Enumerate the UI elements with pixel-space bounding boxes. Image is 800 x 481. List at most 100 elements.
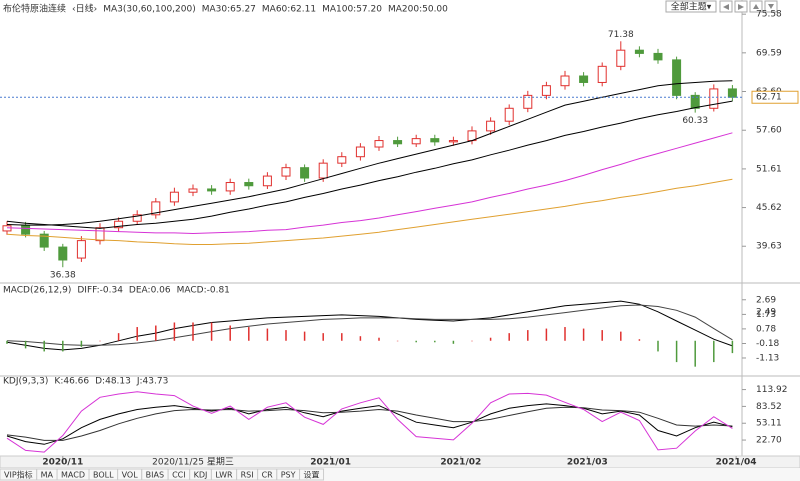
y-tick-label: 83.52 <box>756 402 782 412</box>
macd-bar <box>229 325 231 341</box>
ma-line <box>6 178 733 245</box>
macd-bar <box>471 340 473 342</box>
ma-line <box>6 132 733 235</box>
legend-entry: MA3(30,60,100,200) <box>103 5 196 15</box>
candle-body <box>39 233 49 248</box>
y-tick-label: 57.60 <box>756 126 782 136</box>
y-tick-label: -1.13 <box>756 353 779 363</box>
macd-bar <box>415 340 417 343</box>
tab-label[interactable]: VOL <box>122 471 139 480</box>
legend-entry: D:48.13 <box>95 377 131 387</box>
tab-label[interactable]: CR <box>262 471 274 480</box>
legend-entry: MA200:50.00 <box>388 5 448 15</box>
candle-body <box>523 94 533 109</box>
y-tick-label: 75.58 <box>756 10 782 20</box>
macd-bar <box>6 340 8 344</box>
tab-label[interactable]: VIP指标 <box>4 470 33 480</box>
candle-body <box>76 240 86 259</box>
macd-bar <box>489 337 492 341</box>
low-label: 60.33 <box>682 116 708 126</box>
candle-body <box>300 167 310 179</box>
legend-entry: K:46.66 <box>54 377 89 387</box>
tab-label[interactable]: MA <box>41 471 54 480</box>
candle-body <box>132 214 142 222</box>
candle-body <box>579 75 589 83</box>
macd-bar <box>210 322 213 341</box>
candle-body <box>262 175 272 187</box>
tab-label[interactable]: MACD <box>61 471 85 480</box>
legend-entry: MA100:57.20 <box>322 5 382 15</box>
kdj-line <box>6 391 733 453</box>
macd-bar <box>434 340 436 343</box>
macd-bar <box>731 340 734 354</box>
macd-bar <box>341 333 343 341</box>
macd-bar <box>248 327 250 341</box>
icon <box>768 4 774 9</box>
candle-body <box>244 182 254 187</box>
macd-bar <box>43 340 45 352</box>
legend-entry: MA60:62.11 <box>262 5 316 15</box>
macd-bar <box>582 328 585 341</box>
theme-button-label[interactable]: 全部主题▾ <box>671 1 712 13</box>
y-tick-label: 53.11 <box>756 419 782 429</box>
candle-body <box>672 59 682 96</box>
tab-label[interactable]: BOLL <box>93 471 114 480</box>
candle-body <box>634 49 644 54</box>
macd-bar <box>80 340 83 347</box>
y-tick-label: 45.62 <box>756 203 782 213</box>
kdj-line <box>6 406 733 441</box>
candle-body <box>58 246 68 261</box>
tab-label[interactable]: 设置 <box>304 470 320 480</box>
y-tick-label: 0.78 <box>756 324 776 334</box>
icon <box>738 4 744 10</box>
y-tick-label: 2.69 <box>756 295 776 305</box>
macd-bar <box>136 327 138 341</box>
macd-bar <box>545 328 548 341</box>
y-tick-label: -0.18 <box>756 339 780 349</box>
candle-body <box>2 225 12 232</box>
tab-label[interactable]: LWR <box>215 471 233 480</box>
macd-bar <box>303 331 306 341</box>
candle-body <box>448 140 458 143</box>
tab-label[interactable]: CCI <box>172 471 186 480</box>
candle-body <box>486 120 496 132</box>
x-tick-label: 2021/03 <box>567 458 608 468</box>
candle-body <box>169 191 179 203</box>
legend-entry: MACD:-0.81 <box>177 286 230 296</box>
candle-body <box>374 140 384 148</box>
y-tick-label: 1.73 <box>756 310 776 320</box>
theme-button[interactable] <box>665 0 717 13</box>
tab-label[interactable]: PSY <box>281 471 296 480</box>
candle-body <box>21 225 31 235</box>
tab[interactable] <box>299 468 325 481</box>
macd-line <box>6 304 733 346</box>
candle-body <box>690 94 700 109</box>
candle-body <box>207 188 217 192</box>
candle-body <box>560 75 570 87</box>
macd-bar <box>638 339 641 341</box>
macd-bar <box>24 340 27 349</box>
macd-bar <box>173 322 176 341</box>
macd-bar <box>657 340 659 352</box>
legend-entry: ‹日线› <box>72 3 97 15</box>
x-tick-label: 2021/02 <box>440 458 481 468</box>
legend-entry: J:43.73 <box>136 377 168 387</box>
candle-body <box>337 156 347 164</box>
date-axis <box>0 455 800 469</box>
y-tick-label: 113.92 <box>756 385 788 395</box>
candle-body <box>541 85 551 96</box>
macd-bar <box>155 325 157 341</box>
legend-entry: MACD(26,12,9) <box>3 286 71 296</box>
macd-bar <box>564 327 566 341</box>
y-tick-label: 22.70 <box>756 436 782 446</box>
cursor-label: 2020/11/25 星期三 <box>152 457 234 468</box>
macd-bar <box>359 336 362 341</box>
tab-label[interactable]: BIAS <box>146 471 164 480</box>
tab-label[interactable]: KDJ <box>194 471 208 480</box>
candle-body <box>709 88 719 109</box>
tab-label[interactable]: RSI <box>241 471 254 480</box>
macd-bar <box>266 328 269 341</box>
y-tick-label: 39.63 <box>756 242 782 252</box>
high-label: 71.38 <box>608 30 634 40</box>
